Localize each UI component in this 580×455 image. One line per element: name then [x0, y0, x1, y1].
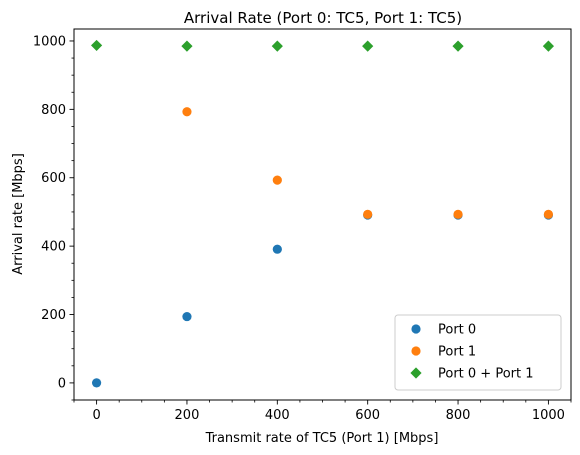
chart-title: Arrival Rate (Port 0: TC5, Port 1: TC5)	[184, 9, 462, 27]
series-1	[182, 107, 554, 219]
data-point	[452, 40, 464, 52]
data-point	[362, 40, 374, 52]
x-tick-label: 1000	[532, 408, 565, 423]
legend-marker	[410, 367, 422, 379]
x-tick-label: 0	[92, 408, 100, 423]
legend-item: Port 0 + Port 1	[410, 367, 534, 382]
legend-box	[394, 314, 562, 391]
y-tick-label: 1000	[33, 34, 66, 49]
data-point	[542, 40, 555, 52]
major-ticks: 0 200 400 600 800 1000 0 200 400 600 800 1000	[33, 34, 565, 423]
x-tick-label: 600	[355, 408, 380, 423]
y-tick-label: 0	[58, 376, 66, 391]
data-point	[363, 209, 373, 219]
x-tick-label: 400	[265, 408, 290, 423]
y-tick-label: 400	[41, 240, 66, 255]
legend-item: Port 0	[411, 323, 476, 338]
y-tick-label: 800	[41, 103, 66, 118]
legend-label: Port 0 + Port 1	[438, 367, 534, 382]
data-point	[272, 175, 282, 185]
y-tick-label: 200	[41, 308, 66, 323]
plot-frame	[73, 28, 572, 401]
data-point	[272, 244, 282, 254]
legend-marker	[411, 324, 421, 334]
data-point	[543, 209, 554, 219]
series-2	[90, 39, 555, 52]
legend-marker	[411, 346, 421, 356]
legend-item: Port 1	[411, 345, 476, 360]
y-axis-label: Arrival rate [Mbps]	[11, 153, 26, 275]
data-points	[90, 39, 555, 388]
data-point	[182, 311, 192, 322]
x-tick-label: 200	[175, 408, 200, 423]
data-point	[90, 39, 103, 52]
data-point	[91, 378, 102, 388]
data-point	[181, 40, 193, 52]
data-point	[271, 40, 283, 52]
x-tick-label: 800	[446, 408, 471, 423]
legend: Port 0 Port 1 Port 0 + Port 1	[394, 314, 562, 391]
legend-label: Port 1	[438, 345, 476, 360]
data-point	[453, 209, 463, 219]
data-point	[182, 107, 192, 117]
legend-label: Port 0	[438, 323, 476, 338]
y-tick-label: 600	[41, 171, 66, 186]
x-axis-label: Transmit rate of TC5 (Port 1) [Mbps]	[205, 431, 439, 446]
